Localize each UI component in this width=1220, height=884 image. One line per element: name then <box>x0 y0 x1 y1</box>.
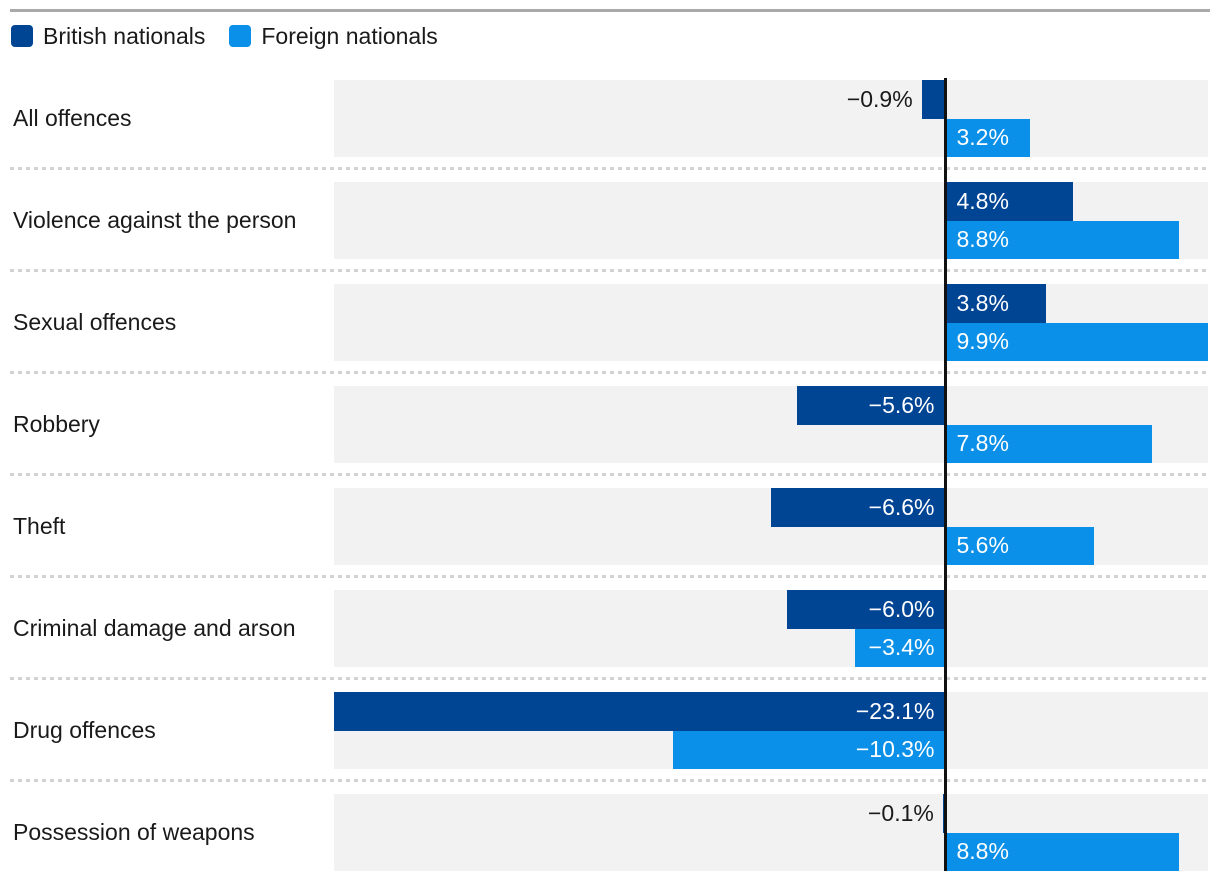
bar-british <box>945 182 1073 221</box>
legend-label-british: British nationals <box>43 23 206 49</box>
bar-foreign <box>855 628 946 667</box>
value-label: −3.4% <box>868 634 935 661</box>
category-label: All offences <box>13 105 132 131</box>
value-label: −6.6% <box>868 493 935 520</box>
value-label: 5.6% <box>956 532 1009 559</box>
value-label: 8.8% <box>956 226 1009 253</box>
legend-item-foreign: Foreign nationals <box>229 23 438 49</box>
legend-item-british: British nationals <box>11 24 205 48</box>
category-label: Robbery <box>13 411 100 437</box>
bar-british <box>797 386 946 425</box>
value-label: −6.0% <box>868 595 935 622</box>
bar-foreign <box>945 322 1208 361</box>
bar-british <box>786 590 946 629</box>
bar-foreign <box>945 118 1031 157</box>
category-label: Criminal damage and arson <box>13 615 296 641</box>
bar-foreign <box>945 220 1179 259</box>
bar-foreign <box>945 526 1094 565</box>
row-band <box>334 590 1208 667</box>
row-separator <box>10 676 1210 680</box>
row-band <box>334 80 1208 157</box>
category-label: Drug offences <box>13 717 156 743</box>
value-label: −10.3% <box>855 736 935 763</box>
legend: British nationals Foreign nationals <box>11 24 438 48</box>
bar-british <box>945 284 1047 323</box>
category-label: Sexual offences <box>13 309 177 335</box>
value-label: 7.8% <box>956 430 1009 457</box>
value-label: 8.8% <box>956 838 1009 865</box>
legend-swatch-foreign-icon <box>229 25 252 47</box>
bar-british <box>333 692 946 731</box>
row-separator <box>10 472 1210 476</box>
bar-foreign <box>672 730 946 769</box>
category-label: Theft <box>13 513 66 539</box>
row-separator <box>10 778 1210 782</box>
category-label: Possession of weapons <box>13 819 255 845</box>
legend-swatch-british-icon <box>11 25 33 47</box>
bar-foreign <box>945 424 1153 463</box>
top-rule <box>10 9 1210 12</box>
legend-label-foreign: Foreign nationals <box>261 23 438 49</box>
category-label: Violence against the person <box>13 207 297 233</box>
bar-foreign <box>945 832 1179 871</box>
bar-british <box>770 488 946 527</box>
value-label: −23.1% <box>855 697 935 724</box>
value-label: −0.9% <box>846 85 913 112</box>
bar-british <box>921 80 946 119</box>
value-label: 3.2% <box>956 124 1009 151</box>
row-separator <box>10 574 1210 578</box>
value-label: −0.1% <box>868 799 934 826</box>
zero-axis-line <box>944 78 947 871</box>
row-separator <box>10 166 1210 170</box>
row-separator <box>10 268 1210 272</box>
value-label: 3.8% <box>956 289 1009 316</box>
row-separator <box>10 370 1210 374</box>
value-label: 4.8% <box>956 187 1009 214</box>
value-label: −5.6% <box>868 391 935 418</box>
value-label: 9.9% <box>956 328 1009 355</box>
